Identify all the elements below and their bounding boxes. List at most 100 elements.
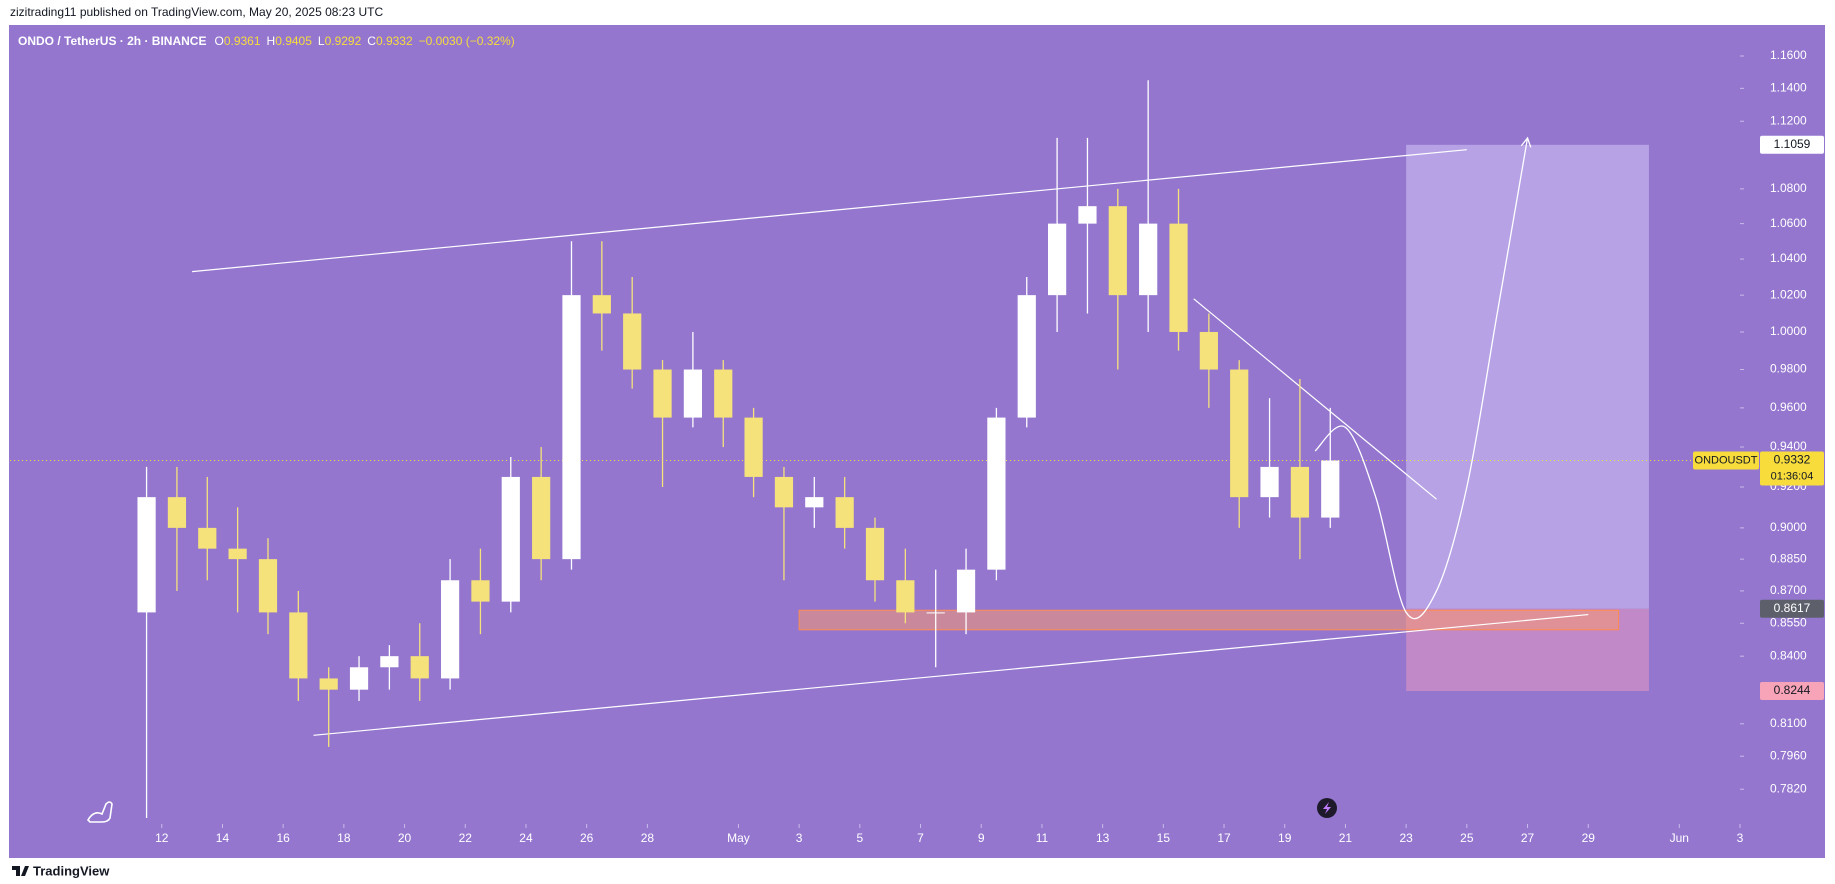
symbol-tag-box <box>1693 451 1759 470</box>
candle-body <box>805 497 824 508</box>
x-tick-label: 18 <box>337 831 351 845</box>
y-tick-label: 0.9600 <box>1770 400 1807 414</box>
x-tick-label: 19 <box>1278 831 1292 845</box>
x-tick-label: 14 <box>216 831 230 845</box>
x-tick-label: 29 <box>1582 831 1596 845</box>
x-tick-label: 11 <box>1036 831 1049 845</box>
x-tick-label: 27 <box>1521 831 1535 845</box>
legend-prefix: C <box>367 34 376 48</box>
y-tick-label: 0.8850 <box>1770 551 1807 565</box>
stop-label: 0.8244 <box>1774 683 1811 697</box>
target-label-box <box>1760 135 1824 154</box>
x-tick-label: 25 <box>1460 831 1474 845</box>
candle-body <box>440 580 460 679</box>
candle-body <box>835 497 854 528</box>
candle-body <box>137 497 156 613</box>
legend: ONDO / TetherUS · 2h · BINANCE O0.9361 H0.… <box>18 34 515 48</box>
y-tick-label: 0.8700 <box>1770 583 1807 597</box>
candle-body <box>744 417 763 477</box>
x-tick-label: 28 <box>641 831 655 845</box>
candle-body <box>774 476 794 508</box>
candle-body <box>956 569 976 613</box>
y-tick-label: 0.9800 <box>1770 362 1807 376</box>
y-tick-label: 1.0800 <box>1770 181 1807 195</box>
x-tick-label: 23 <box>1399 831 1413 845</box>
candle-body <box>349 667 369 690</box>
y-tick-label: 1.0200 <box>1770 287 1807 301</box>
candle-body <box>1169 223 1188 332</box>
candle-body <box>258 559 278 613</box>
candle-body <box>1078 206 1097 224</box>
y-tick-label: 1.1600 <box>1770 48 1807 62</box>
x-tick-label: 17 <box>1217 831 1231 845</box>
legend-prefix: O <box>214 34 223 48</box>
y-tick-label: 0.8400 <box>1770 648 1807 662</box>
x-tick-label: 21 <box>1339 831 1353 845</box>
entry-label: 0.8617 <box>1774 601 1811 615</box>
dino-icon <box>86 801 113 823</box>
candle-body <box>592 295 611 314</box>
candle-body <box>319 678 338 690</box>
candle-body <box>1139 223 1158 296</box>
lightning-icon[interactable] <box>1317 798 1337 818</box>
candle-body <box>1199 331 1218 370</box>
candle-body <box>1017 295 1036 418</box>
x-tick-label: 13 <box>1096 831 1110 845</box>
projection-curve <box>1314 137 1529 620</box>
y-tick-label: 1.0400 <box>1770 251 1807 265</box>
candle-body <box>865 527 885 581</box>
legend-value: 0.9292 <box>325 34 362 48</box>
x-tick-label: 20 <box>398 831 412 845</box>
candle-body <box>501 476 520 602</box>
x-tick-label: 3 <box>1737 831 1744 845</box>
legend-prefix: H <box>267 34 276 48</box>
candle-body <box>1230 369 1249 498</box>
y-tick-label: 1.0000 <box>1770 324 1807 338</box>
stop-label-box <box>1760 682 1824 701</box>
candle-body <box>714 369 733 418</box>
x-tick-label: 5 <box>856 831 863 845</box>
candle-body <box>198 527 217 549</box>
y-tick-label: 1.0600 <box>1770 216 1807 230</box>
candle-body <box>926 612 945 614</box>
candle-body <box>1321 460 1340 518</box>
candle-body <box>410 656 429 679</box>
y-tick-label: 0.8100 <box>1770 716 1807 730</box>
trendline <box>313 613 1589 736</box>
legend-value: 0.9405 <box>275 34 312 48</box>
x-tick-label: 3 <box>796 831 803 845</box>
trendline <box>1193 298 1437 500</box>
candle-body <box>471 580 490 602</box>
legend-title: ONDO / TetherUS · 2h · BINANCE <box>18 34 206 48</box>
candle-body <box>1260 466 1279 498</box>
candle-body <box>228 548 247 560</box>
candle-body <box>289 612 308 679</box>
tv-logo <box>12 866 29 876</box>
candle-body <box>683 369 702 418</box>
x-tick-label: May <box>727 831 750 845</box>
trendline <box>192 149 1467 273</box>
candle-body <box>987 417 1006 570</box>
chart-layer: ONDO / TetherUS · 2h · BINANCE O0.9361 H0.… <box>10 34 1824 845</box>
x-tick-label: 16 <box>276 831 290 845</box>
candle-body <box>532 476 551 560</box>
candle-body <box>1290 466 1310 518</box>
y-tick-label: 0.8550 <box>1770 615 1807 629</box>
y-tick-label: 1.1400 <box>1770 81 1807 95</box>
candle-body <box>896 580 915 613</box>
legend-change: −0.0030 (−0.32%) <box>419 34 515 48</box>
footer-brand: TradingView <box>33 863 110 878</box>
countdown-label: 01:36:04 <box>1771 470 1814 482</box>
x-tick-label: 24 <box>519 831 533 845</box>
x-tick-label: 26 <box>580 831 594 845</box>
legend-prefix: L <box>318 34 325 48</box>
support-zone <box>798 609 1620 631</box>
y-tick-label: 0.7960 <box>1770 748 1807 762</box>
projection-arrowhead <box>1520 136 1532 148</box>
x-tick-label: Jun <box>1670 831 1689 845</box>
last-price-label: 0.9332 <box>1774 453 1811 467</box>
y-tick-label: 0.9400 <box>1770 439 1807 453</box>
entry-label-box <box>1760 599 1824 618</box>
